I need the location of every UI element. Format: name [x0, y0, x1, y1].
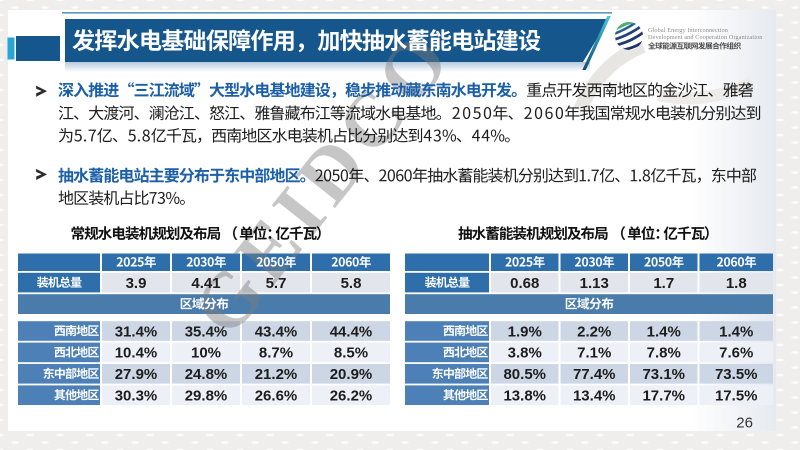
svg-text:10.4%: 10.4% — [115, 345, 158, 362]
svg-text:77.4%: 77.4% — [573, 366, 616, 383]
svg-text:17.5%: 17.5% — [715, 388, 758, 405]
svg-text:21.2%: 21.2% — [255, 366, 298, 383]
svg-text:17.7%: 17.7% — [642, 388, 685, 405]
svg-text:Global Energy Interconnection: Global Energy Interconnection — [648, 27, 728, 34]
svg-text:1.4%: 1.4% — [719, 323, 753, 340]
svg-text:1.7: 1.7 — [653, 275, 674, 292]
svg-text:0.68: 0.68 — [510, 275, 539, 292]
svg-text:13.4%: 13.4% — [573, 388, 616, 405]
svg-text:8.5%: 8.5% — [334, 345, 368, 362]
svg-text:24.8%: 24.8% — [185, 366, 228, 383]
svg-text:73.5%: 73.5% — [715, 366, 758, 383]
svg-text:1.4%: 1.4% — [647, 323, 681, 340]
svg-text:3.9: 3.9 — [126, 275, 147, 292]
svg-text:7.1%: 7.1% — [577, 345, 611, 362]
svg-text:3.8%: 3.8% — [508, 345, 542, 362]
svg-text:26.2%: 26.2% — [330, 388, 373, 405]
svg-text:13.8%: 13.8% — [503, 388, 546, 405]
svg-text:7.6%: 7.6% — [719, 345, 753, 362]
svg-text:20.9%: 20.9% — [330, 366, 373, 383]
svg-text:26.6%: 26.6% — [255, 388, 298, 405]
svg-text:2.2%: 2.2% — [577, 323, 611, 340]
svg-text:43.4%: 43.4% — [255, 323, 298, 340]
svg-text:8.7%: 8.7% — [259, 345, 293, 362]
svg-text:Development and Cooperation Or: Development and Cooperation Organization — [648, 34, 762, 41]
svg-text:27.9%: 27.9% — [115, 366, 158, 383]
svg-text:26: 26 — [736, 414, 753, 431]
svg-text:1.13: 1.13 — [580, 275, 609, 292]
svg-text:31.4%: 31.4% — [115, 323, 158, 340]
svg-text:29.8%: 29.8% — [185, 388, 228, 405]
svg-text:5.7: 5.7 — [266, 275, 287, 292]
svg-text:1.9%: 1.9% — [508, 323, 542, 340]
svg-text:44.4%: 44.4% — [330, 323, 373, 340]
svg-text:80.5%: 80.5% — [503, 366, 546, 383]
svg-text:4.41: 4.41 — [191, 275, 220, 292]
svg-text:73.1%: 73.1% — [642, 366, 685, 383]
svg-text:30.3%: 30.3% — [115, 388, 158, 405]
svg-text:5.8: 5.8 — [341, 275, 362, 292]
svg-text:35.4%: 35.4% — [185, 323, 228, 340]
svg-text:10%: 10% — [191, 345, 221, 362]
svg-text:7.8%: 7.8% — [647, 345, 681, 362]
svg-text:1.8: 1.8 — [726, 275, 747, 292]
